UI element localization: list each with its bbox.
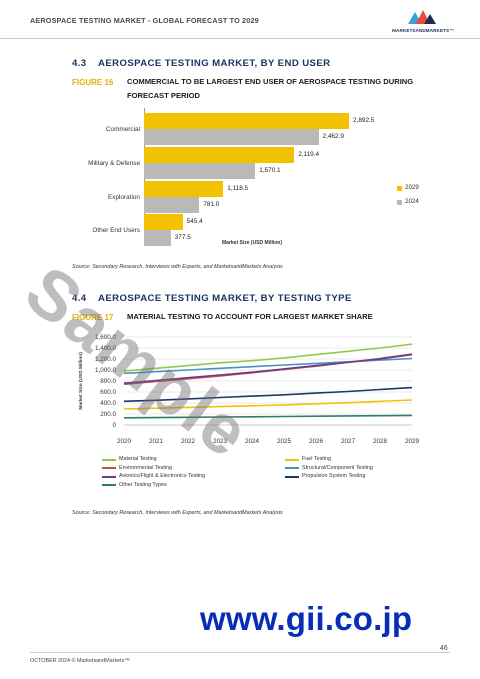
section-heading-4-4: 4.4 AEROSPACE TESTING MARKET, BY TESTING … <box>72 293 352 304</box>
legend-swatch <box>102 467 116 470</box>
legend-swatch <box>285 467 299 470</box>
y-tick-label: 1,000.0 <box>95 367 117 374</box>
section-title: AEROSPACE TESTING MARKET, BY TESTING TYP… <box>98 293 352 304</box>
figure-17-source: Source: Secondary Research, Interviews w… <box>72 510 283 516</box>
y-tick-label: 600.0 <box>100 389 116 396</box>
legend-label: Structural/Component Testing <box>302 464 373 471</box>
y-tick-label: 1,600.0 <box>95 334 117 341</box>
x-tick-label: 2020 <box>117 438 132 445</box>
bar-value-label: 545.4 <box>186 218 203 225</box>
figure-16-label: FIGURE 16 <box>72 78 114 87</box>
footer-text: OCTOBER 2024 © MarketsandMarkets™ <box>30 658 130 664</box>
bar-2029 <box>144 214 183 230</box>
page-header: AEROSPACE TESTING MARKET - GLOBAL FORECA… <box>0 0 480 39</box>
legend-swatch <box>102 458 116 461</box>
y-tick-label: 400.0 <box>100 400 116 407</box>
bar-value-label: 2,119.4 <box>298 151 320 158</box>
bar-value-label: 377.5 <box>174 234 191 241</box>
bar-category-label: Commercial <box>105 126 140 133</box>
bar-value-label: 2,892.5 <box>353 117 375 124</box>
section-number: 4.4 <box>72 293 87 304</box>
legend-label: Environmental Testing <box>119 464 172 471</box>
legend-swatch <box>285 475 299 478</box>
legend-label: Material Testing <box>119 456 157 462</box>
y-tick-label: 0 <box>112 422 116 429</box>
figure-16-title-line2: FORECAST PERIOD <box>127 91 200 100</box>
document-title: AEROSPACE TESTING MARKET - GLOBAL FORECA… <box>30 16 259 25</box>
bar-category-label: Exploration <box>108 194 140 201</box>
series-line-other-testing-types <box>123 414 413 419</box>
bar-2024 <box>144 197 200 213</box>
bar-2024 <box>144 163 256 179</box>
section-number: 4.3 <box>72 58 87 69</box>
figure-16-source: Source: Secondary Research, Interviews w… <box>72 264 283 270</box>
bar-2029 <box>144 147 295 163</box>
x-tick-label: 2029 <box>405 438 420 445</box>
y-tick-label: 800.0 <box>100 378 116 385</box>
bar-value-label: 781.0 <box>203 201 220 208</box>
legend-swatch <box>102 484 116 487</box>
legend-label: Propulsion System Testing <box>302 473 366 480</box>
x-tick-label: 2026 <box>309 438 324 445</box>
bar-2024 <box>144 230 171 246</box>
legend-label: Fuel Testing <box>302 456 331 462</box>
legend-label: Avionics/Flight & Electronics Testing <box>119 473 206 480</box>
bar-value-label: 1,118.5 <box>227 185 249 192</box>
bar-category-label: Other End Users <box>92 227 140 234</box>
x-tick-label: 2025 <box>277 438 292 445</box>
bar-category-label: Military & Defense <box>88 160 140 167</box>
bar-2029 <box>144 181 224 197</box>
legend-label: Other Testing Types <box>119 481 167 488</box>
x-tick-label: 2027 <box>341 438 356 445</box>
bar-2029 <box>144 113 349 129</box>
x-tick-label: 2022 <box>181 438 196 445</box>
legend-label-2024: 2024 <box>405 198 419 205</box>
figure-17-title: MATERIAL TESTING TO ACCOUNT FOR LARGEST … <box>127 312 373 321</box>
figure-17-label: FIGURE 17 <box>72 313 114 322</box>
x-tick-label: 2021 <box>149 438 164 445</box>
gii-url[interactable]: www.gii.co.jp <box>200 600 413 637</box>
testing-type-line-chart: 0 200.0 400.0 600.0 800.0 1,000.0 1,200.0 1,400… <box>78 334 420 445</box>
end-user-bar-chart: Commercial 2,892.5 2,462.9 Military & Defen… <box>0 0 480 260</box>
figure-16-title-line1: COMMERCIAL TO BE LARGEST END USER OF AER… <box>127 77 414 86</box>
series-line-fuel-testing <box>123 399 413 410</box>
x-tick-label: 2028 <box>373 438 388 445</box>
x-tick-label: 2024 <box>245 438 260 445</box>
y-axis-title: Market Size (USD Million) <box>78 352 84 410</box>
logo-icon <box>408 10 436 24</box>
header-divider <box>0 38 480 39</box>
legend-swatch-2029 <box>397 186 402 191</box>
legend-swatch-2024 <box>397 200 402 205</box>
section-heading-4-3: 4.3 AEROSPACE TESTING MARKET, BY END USER <box>72 58 330 69</box>
y-tick-label: 200.0 <box>100 411 116 418</box>
bar-x-axis-title: Market Size (USD Million) <box>222 240 283 246</box>
footer-divider <box>30 652 450 653</box>
legend-swatch <box>102 475 116 478</box>
legend-label-2029: 2029 <box>405 184 419 191</box>
series-line-material-testing <box>123 343 413 372</box>
bar-2024 <box>144 129 319 145</box>
bar-value-label: 2,462.9 <box>322 133 344 140</box>
legend-swatch <box>285 458 299 461</box>
marketsandmarkets-logo: MARKETSANDMARKETS™ <box>392 8 454 36</box>
bar-value-label: 1,570.1 <box>259 167 281 174</box>
series-line-avionics-flight-electronics-testing <box>123 353 413 384</box>
section-title: AEROSPACE TESTING MARKET, BY END USER <box>98 58 331 69</box>
page-number: 46 <box>440 645 448 652</box>
y-tick-label: 1,200.0 <box>95 356 117 363</box>
y-tick-label: 1,400.0 <box>95 345 117 352</box>
logo-text: MARKETSANDMARKETS™ <box>392 28 454 33</box>
series-line-propulsion-system-testing <box>123 386 413 403</box>
x-tick-label: 2023 <box>213 438 228 445</box>
